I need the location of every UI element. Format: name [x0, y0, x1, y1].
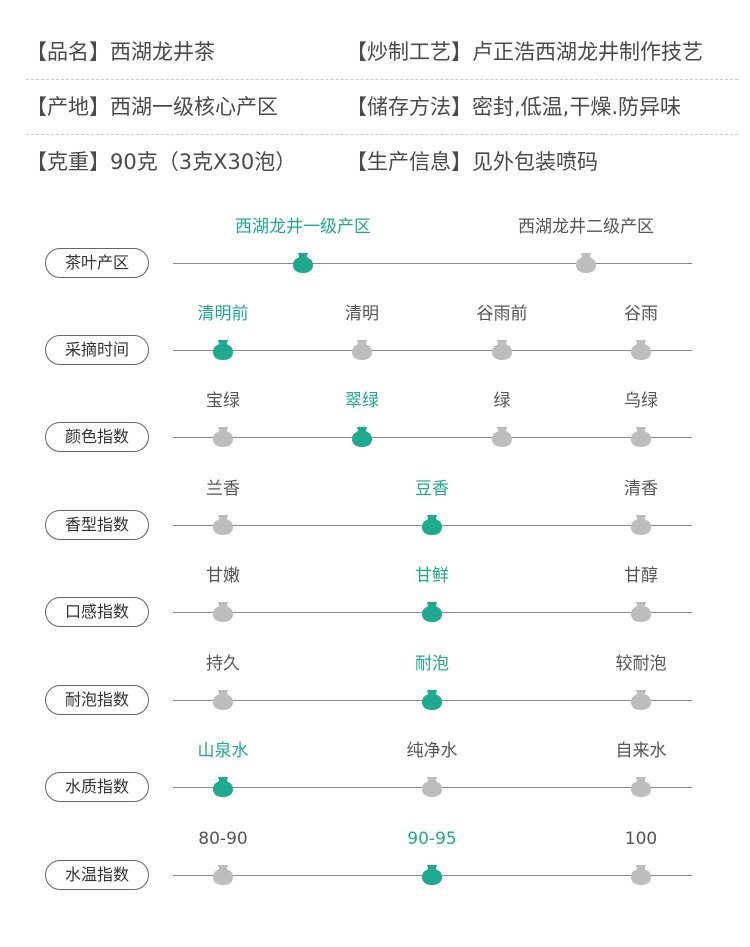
- scale-option-label: 翠绿: [345, 391, 379, 411]
- scale-row: 水质指数 山泉水 纯净水 自来水: [0, 741, 750, 820]
- tea-jar-icon: [352, 427, 372, 447]
- scale-option-label: 豆香: [415, 479, 449, 499]
- tea-jar-icon: [631, 865, 651, 885]
- scale-option-label: 较耐泡: [615, 654, 667, 674]
- scale-row: 采摘时间 清明前 清明 谷雨前 谷雨: [0, 304, 750, 383]
- scale-option-label: 西湖龙井二级产区: [518, 217, 654, 237]
- scale-track: [173, 263, 692, 264]
- scale-row: 耐泡指数 持久 耐泡 较耐泡: [0, 654, 750, 733]
- scale-label-pill: 口感指数: [45, 597, 149, 627]
- tea-jar-icon: [631, 602, 651, 622]
- tea-jar-icon: [631, 690, 651, 710]
- tea-jar-icon: [213, 515, 233, 535]
- scale-row: 水温指数 80-90 90-95 100: [0, 829, 750, 908]
- scale-option-label: 山泉水: [197, 741, 249, 761]
- scale-row: 香型指数 兰香 豆香 清香: [0, 479, 750, 558]
- scale-label-pill: 香型指数: [45, 510, 149, 540]
- scale-option-label: 谷雨前: [476, 304, 528, 324]
- scale-option-label: 清明前: [197, 304, 249, 324]
- tea-jar-icon: [352, 340, 372, 360]
- scale-label-pill: 茶叶产区: [45, 248, 149, 278]
- scale-option-label: 90-95: [407, 829, 457, 849]
- scale-option-label: 纯净水: [406, 741, 458, 761]
- tea-jar-icon: [213, 865, 233, 885]
- scale-option-label: 甘嫩: [206, 566, 240, 586]
- scale-label-pill: 采摘时间: [45, 335, 149, 365]
- scale-option-label: 耐泡: [415, 654, 449, 674]
- product-info-table: 【品名】西湖龙井茶 【炒制工艺】卢正浩西湖龙井制作技艺 【产地】西湖一级核心产区…: [26, 28, 738, 192]
- info-origin: 【产地】西湖一级核心产区: [26, 95, 278, 119]
- tea-jar-icon: [213, 602, 233, 622]
- tea-jar-icon: [492, 340, 512, 360]
- tea-jar-icon: [631, 340, 651, 360]
- scale-row: 颜色指数 宝绿 翠绿 绿 乌绿: [0, 391, 750, 470]
- tea-jar-icon: [213, 427, 233, 447]
- scale-row: 口感指数 甘嫩 甘鲜 甘醇: [0, 566, 750, 645]
- scale-row: 茶叶产区 西湖龙井一级产区 西湖龙井二级产区: [0, 217, 750, 296]
- scale-option-label: 乌绿: [624, 391, 658, 411]
- tea-jar-icon: [631, 427, 651, 447]
- tea-jar-icon: [213, 340, 233, 360]
- scale-label-pill: 水质指数: [45, 772, 149, 802]
- scale-option-label: 自来水: [615, 741, 667, 761]
- info-row: 【克重】90克（3克X30泡） 【生产信息】见外包装喷码: [26, 138, 738, 189]
- tea-jar-icon: [422, 515, 442, 535]
- tea-jar-icon: [422, 602, 442, 622]
- info-production: 【生产信息】见外包装喷码: [346, 150, 598, 174]
- scale-option-label: 清明: [345, 304, 379, 324]
- scale-option-label: 100: [624, 829, 658, 849]
- info-row: 【产地】西湖一级核心产区 【储存方法】密封,低温,干燥.防异味: [26, 83, 738, 135]
- tea-jar-icon: [576, 253, 596, 273]
- tea-jar-icon: [422, 690, 442, 710]
- info-storage: 【储存方法】密封,低温,干燥.防异味: [346, 95, 682, 119]
- scale-option-label: 绿: [493, 391, 511, 411]
- scale-option-label: 甘鲜: [415, 566, 449, 586]
- scale-track: [173, 350, 692, 351]
- tea-jar-icon: [631, 515, 651, 535]
- info-row: 【品名】西湖龙井茶 【炒制工艺】卢正浩西湖龙井制作技艺: [26, 28, 738, 80]
- scale-option-label: 谷雨: [624, 304, 658, 324]
- tea-jar-icon: [293, 253, 313, 273]
- tea-jar-icon: [492, 427, 512, 447]
- scale-label-pill: 颜色指数: [45, 422, 149, 452]
- scale-option-label: 甘醇: [624, 566, 658, 586]
- scale-option-label: 宝绿: [206, 391, 240, 411]
- scale-option-label: 清香: [624, 479, 658, 499]
- scale-option-label: 西湖龙井一级产区: [235, 217, 371, 237]
- tea-jar-icon: [213, 690, 233, 710]
- scale-track: [173, 437, 692, 438]
- scale-label-pill: 耐泡指数: [45, 685, 149, 715]
- info-product-name: 【品名】西湖龙井茶: [26, 40, 215, 64]
- scale-label-pill: 水温指数: [45, 860, 149, 890]
- tea-jar-icon: [422, 777, 442, 797]
- tea-jar-icon: [422, 865, 442, 885]
- scale-option-label: 持久: [206, 654, 240, 674]
- scale-option-label: 80-90: [198, 829, 248, 849]
- scale-option-label: 兰香: [206, 479, 240, 499]
- info-craft: 【炒制工艺】卢正浩西湖龙井制作技艺: [346, 40, 703, 64]
- tea-jar-icon: [631, 777, 651, 797]
- info-weight: 【克重】90克（3克X30泡）: [26, 150, 297, 174]
- tea-jar-icon: [213, 777, 233, 797]
